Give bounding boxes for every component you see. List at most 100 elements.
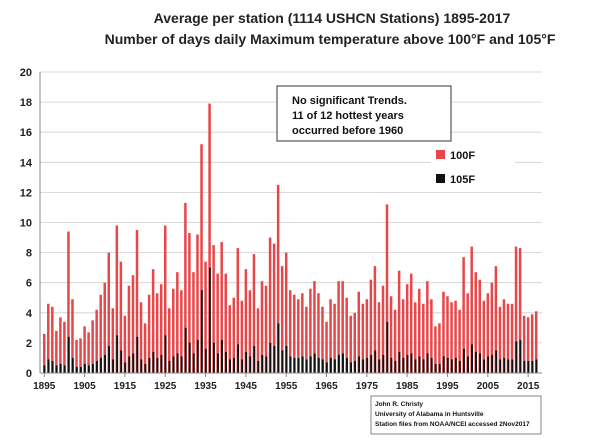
bar-100f-1895 bbox=[43, 333, 46, 373]
bar-105f-1934 bbox=[200, 290, 203, 373]
bar-105f-1953 bbox=[277, 323, 280, 373]
bar-105f-1917 bbox=[132, 353, 135, 373]
bar-105f-1911 bbox=[108, 345, 111, 373]
bar-100f-1977 bbox=[373, 266, 377, 373]
bar-105f-1927 bbox=[172, 356, 175, 373]
bar-100f-1896 bbox=[47, 303, 50, 373]
bar-105f-1987 bbox=[414, 359, 417, 373]
bar-105f-1924 bbox=[160, 354, 163, 373]
bar-105f-1938 bbox=[217, 353, 219, 373]
bar-105f-1910 bbox=[104, 354, 106, 373]
bar-100f-1949 bbox=[260, 281, 264, 373]
bar-100f-2014 bbox=[522, 315, 526, 373]
bar-100f-1988 bbox=[418, 288, 421, 373]
bar-105f-1931 bbox=[188, 342, 191, 373]
credit-line-2: University of Alabama in Huntsville bbox=[375, 411, 484, 418]
bar-105f-1967 bbox=[333, 359, 336, 373]
bar-105f-1985 bbox=[406, 354, 409, 373]
bar-105f-1948 bbox=[257, 360, 260, 373]
x-tick-label-1995: 1995 bbox=[436, 381, 459, 392]
bar-105f-1919 bbox=[140, 359, 143, 373]
bar-105f-1991 bbox=[430, 357, 433, 373]
bar-100f-1910 bbox=[103, 282, 106, 373]
bar-100f-1994 bbox=[442, 291, 445, 373]
credit-line-3: Station files from NOAA/NCEI accessed 2N… bbox=[375, 421, 530, 428]
bar-100f-2006 bbox=[490, 282, 494, 373]
legend-label-100f: 100F bbox=[450, 150, 475, 162]
bar-105f-2003 bbox=[479, 353, 482, 373]
bar-100f-1913 bbox=[115, 225, 119, 373]
bar-105f-1920 bbox=[144, 363, 147, 373]
bar-100f-1998 bbox=[458, 309, 461, 373]
credit-box: John R. Christy University of Alabama in… bbox=[370, 395, 542, 435]
annotation-box: No significant Trends. 11 of 12 hottest … bbox=[276, 85, 452, 142]
bar-105f-1978 bbox=[378, 359, 381, 373]
bar-105f-1904 bbox=[79, 366, 82, 373]
bar-105f-2006 bbox=[491, 354, 494, 373]
bar-100f-1965 bbox=[325, 321, 328, 373]
bar-105f-1972 bbox=[354, 360, 357, 373]
bar-105f-1942 bbox=[233, 357, 236, 373]
bar-105f-1999 bbox=[463, 348, 465, 373]
bar-105f-1986 bbox=[410, 353, 413, 373]
bar-105f-1926 bbox=[168, 360, 171, 373]
bar-100f-1995 bbox=[446, 296, 449, 373]
bar-100f-1960 bbox=[305, 306, 308, 373]
bar-105f-1902 bbox=[71, 357, 74, 373]
y-tick-label-8: 8 bbox=[26, 248, 32, 260]
bar-100f-1917 bbox=[131, 275, 135, 373]
bar-100f-1978 bbox=[377, 302, 381, 373]
bar-105f-1977 bbox=[374, 350, 377, 373]
bar-100f-1954 bbox=[280, 266, 284, 373]
bar-100f-1918 bbox=[135, 230, 139, 373]
bar-100f-1961 bbox=[309, 288, 312, 373]
bar-100f-1899 bbox=[59, 317, 62, 373]
x-tick-label-1985: 1985 bbox=[396, 381, 419, 392]
bar-100f-1974 bbox=[361, 303, 365, 373]
bar-105f-1939 bbox=[221, 339, 223, 373]
bar-100f-1971 bbox=[349, 315, 352, 373]
bar-100f-1951 bbox=[268, 237, 272, 373]
bar-100f-2017 bbox=[534, 311, 538, 373]
bar-100f-2003 bbox=[478, 279, 482, 373]
x-axis-ticks: 1895 1905 1915 1925 1935 1945 1955 1965 1975 1985… bbox=[33, 373, 540, 392]
bar-105f-2009 bbox=[503, 357, 506, 373]
bar-105f-2002 bbox=[475, 351, 477, 373]
bar-100f-1927 bbox=[172, 288, 175, 373]
bar-105f-2008 bbox=[499, 359, 502, 373]
bar-100f-1948 bbox=[256, 308, 260, 373]
bar-100f-1904 bbox=[79, 338, 82, 373]
bar-105f-1913 bbox=[116, 335, 119, 374]
bar-100f-1914 bbox=[119, 261, 123, 373]
legend-label-105f: 105F bbox=[450, 174, 475, 186]
bar-105f-1973 bbox=[358, 356, 361, 373]
bar-100f-2009 bbox=[502, 299, 506, 373]
x-tick-label-1955: 1955 bbox=[275, 381, 298, 392]
bar-100f-1975 bbox=[365, 299, 369, 373]
y-tick-label-12: 12 bbox=[20, 187, 32, 199]
bar-100f-1968 bbox=[337, 281, 340, 373]
legend: 100F 105F bbox=[431, 145, 515, 191]
y-tick-label-4: 4 bbox=[26, 308, 33, 320]
bar-100f-1905 bbox=[83, 326, 86, 373]
x-tick-label-1965: 1965 bbox=[315, 381, 338, 392]
bar-105f-1895 bbox=[43, 365, 46, 373]
bar-105f-1900 bbox=[63, 365, 66, 373]
bar-100f-1969 bbox=[341, 281, 344, 373]
bar-105f-1954 bbox=[281, 350, 284, 373]
bar-100f-2000 bbox=[466, 293, 469, 373]
bar-100f-2016 bbox=[530, 314, 534, 373]
bar-100f-1943 bbox=[236, 248, 240, 373]
bar-105f-2017 bbox=[535, 359, 538, 373]
bar-105f-1955 bbox=[285, 345, 288, 373]
bar-105f-1932 bbox=[192, 353, 195, 373]
x-tick-label-1915: 1915 bbox=[114, 381, 137, 392]
bar-105f-1958 bbox=[297, 357, 300, 373]
bar-100f-1924 bbox=[159, 284, 163, 373]
bar-100f-1941 bbox=[228, 305, 231, 373]
bar-100f-1997 bbox=[454, 300, 457, 373]
bar-105f-1951 bbox=[269, 342, 272, 373]
legend-swatch-105f bbox=[436, 174, 445, 183]
x-tick-label-1905: 1905 bbox=[73, 381, 96, 392]
